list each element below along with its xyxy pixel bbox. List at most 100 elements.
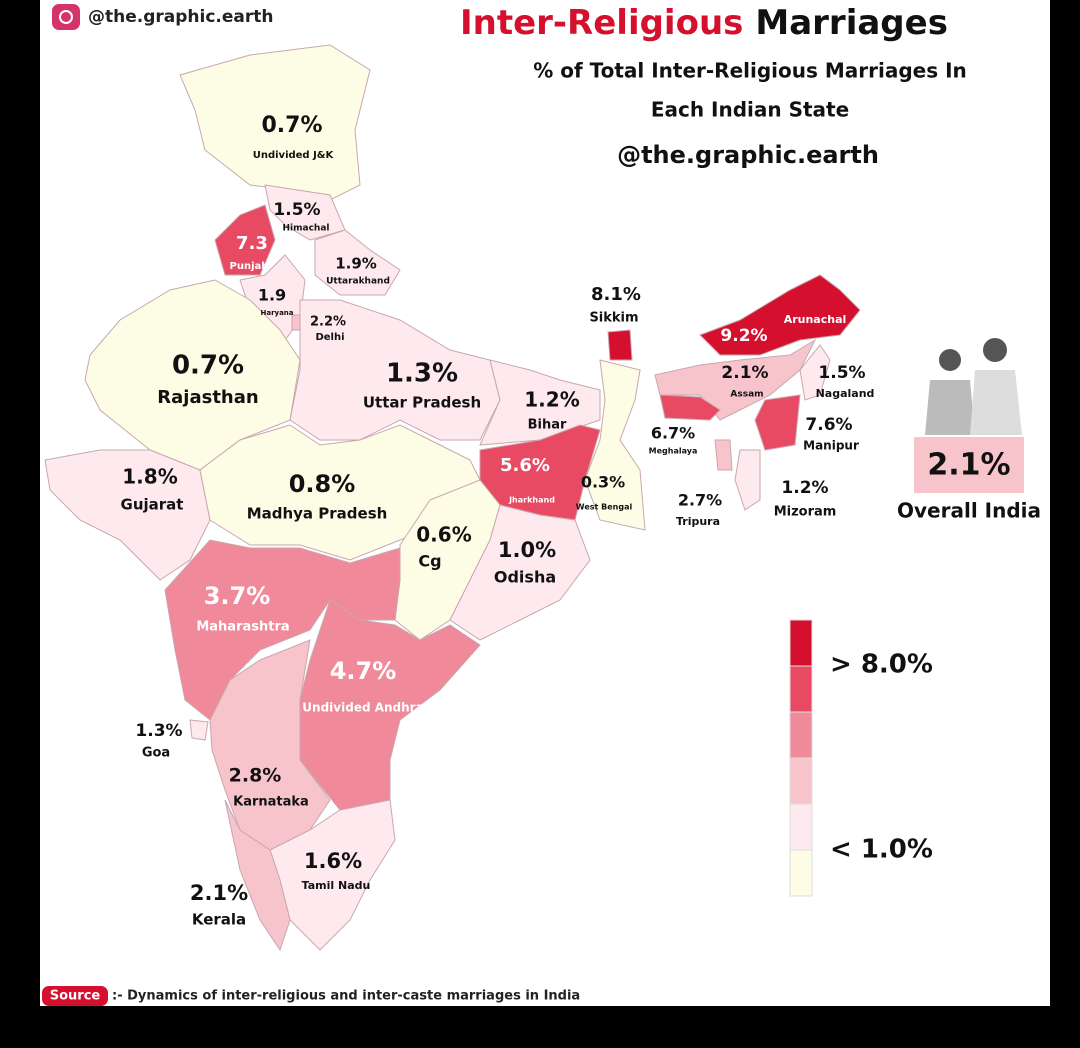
state-shape (659, 394, 721, 421)
state-value: 0.7% (172, 351, 244, 381)
state-shape (44, 449, 211, 581)
title-rest: Marriages (755, 3, 948, 43)
state-value: 1.5% (273, 200, 320, 220)
state-value: 6.7% (651, 424, 695, 443)
overall-label: Overall India (897, 499, 1041, 523)
state-shape (449, 504, 591, 641)
state-value: 1.6% (304, 849, 362, 873)
state-shape (84, 279, 301, 471)
state-name: Rajasthan (157, 387, 258, 408)
state-name: Madhya Pradesh (247, 505, 388, 523)
state-value: 1.3% (386, 359, 458, 389)
legend-swatch (789, 665, 813, 713)
state-name: West Bengal (576, 503, 633, 512)
state-name: Haryana (260, 309, 293, 317)
state-name: Uttar Pradesh (363, 394, 481, 412)
state-shape (479, 359, 601, 446)
state-value: 1.3% (135, 721, 182, 741)
state-value: 4.7% (330, 657, 397, 685)
state-shape (714, 439, 733, 471)
legend-swatch (789, 619, 813, 667)
state-name: Meghalaya (649, 447, 698, 456)
state-name: Sikkim (589, 311, 638, 326)
state-value: 9.2% (720, 326, 767, 346)
state-name: Tamil Nadu (302, 879, 371, 892)
state-value: 1.5% (818, 363, 865, 383)
legend-swatch (789, 711, 813, 759)
state-name: Odisha (494, 568, 556, 587)
state-shape (799, 344, 831, 401)
legend (789, 619, 813, 897)
state-value: 1.2% (781, 478, 828, 498)
state-value: 0.7% (261, 113, 322, 138)
state-shape (224, 799, 291, 952)
state-name: Mizoram (774, 505, 837, 520)
state-shape (289, 299, 501, 441)
state-value: 2.1% (190, 881, 248, 905)
state-value: 2.1% (721, 363, 768, 383)
state-name: Nagaland (816, 387, 875, 400)
state-shape (189, 719, 209, 741)
state-shape (754, 394, 801, 451)
state-shape (734, 449, 761, 511)
state-name: Tripura (676, 515, 720, 528)
state-shape (314, 229, 401, 296)
state-value: 1.8% (122, 465, 177, 489)
instagram-icon (52, 4, 80, 30)
title: Inter-Religious Marriages (460, 3, 948, 43)
state-shape (584, 359, 646, 531)
legend-swatch (789, 803, 813, 851)
instagram-icon-lens (59, 10, 73, 24)
state-value: 0.3% (581, 473, 625, 492)
legend-swatch (789, 757, 813, 805)
state-name: Arunachal (784, 313, 847, 326)
state-name: Undivided J&K (253, 150, 335, 161)
overall-box (914, 437, 1024, 493)
state-name: Gujarat (121, 496, 184, 514)
title-highlight: Inter-Religious (460, 3, 743, 43)
source-text: :- Dynamics of inter-religious and inter… (112, 989, 580, 1004)
source-tag-bg (42, 986, 108, 1006)
state-value: 3.7% (204, 582, 271, 610)
state-name: Kerala (192, 911, 246, 929)
state-value: 7.6% (805, 415, 852, 435)
state-shape (214, 204, 276, 276)
state-value: 7.3 (236, 233, 268, 254)
state-value: 5.6% (500, 455, 550, 476)
state-shape (607, 329, 633, 361)
source-tag: Source (50, 989, 101, 1004)
state-shape (654, 338, 817, 421)
state-shape (179, 44, 371, 201)
state-name: Cg (418, 552, 441, 571)
state-name: Karnataka (233, 795, 309, 810)
state-name: Punjab (230, 261, 269, 272)
overall-value: 2.1% (927, 448, 1010, 483)
state-name: Delhi (315, 332, 344, 343)
state-value: 8.1% (591, 284, 641, 305)
handle: @the.graphic.earth (88, 7, 274, 27)
state-value: 1.0% (498, 538, 556, 562)
state-value: 2.7% (678, 491, 722, 510)
legend-swatch (789, 849, 813, 897)
subtitle: % of Total Inter-Religious Marriages In (533, 59, 967, 83)
state-name: Undivided Andhra (302, 701, 423, 715)
state-value: 2.8% (229, 765, 282, 787)
state-name: Bihar (528, 418, 567, 433)
map: 0.7% Undivided J&K 1.5% Himachal 7.3 Punjab 1.… (44, 44, 875, 952)
state-shape (699, 274, 861, 356)
subtitle: Each Indian State (651, 98, 849, 122)
state-value: 0.6% (416, 523, 471, 547)
state-name: Jharkhand (508, 496, 555, 505)
state-name: Maharashtra (196, 620, 289, 635)
state-name: Manipur (803, 439, 859, 453)
couple-icon (925, 338, 1022, 435)
handle: @the.graphic.earth (617, 141, 879, 169)
legend-low-label: < 1.0% (830, 835, 933, 865)
state-shape (264, 184, 346, 241)
state-value: 1.2% (524, 388, 579, 412)
state-value: 0.8% (289, 470, 356, 498)
state-value: 1.9 (258, 286, 286, 305)
state-name: Goa (142, 746, 170, 761)
